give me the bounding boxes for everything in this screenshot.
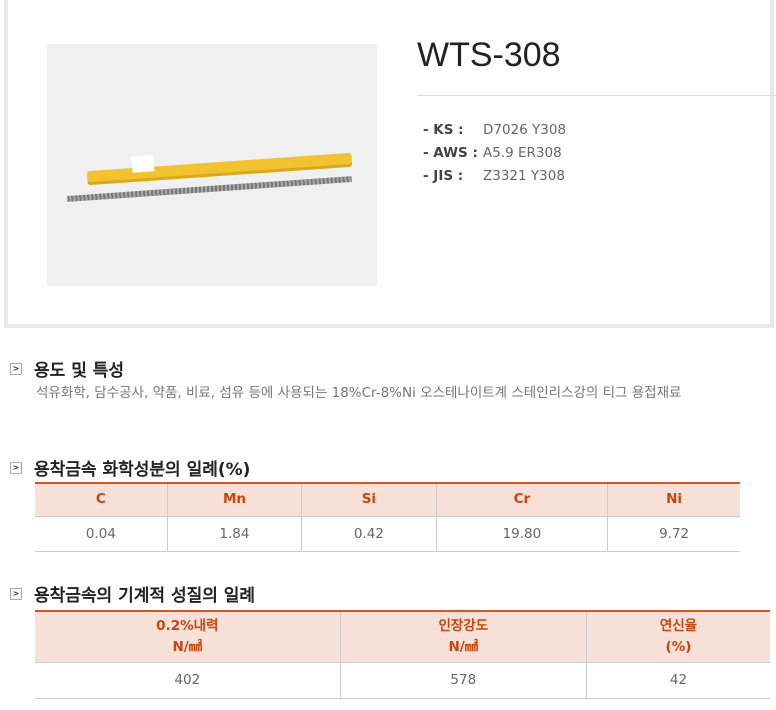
header-c: C (35, 482, 168, 516)
table-row: 402 578 42 (35, 661, 770, 699)
usage-section-heading: > 용도 및 특성 (10, 356, 124, 381)
chevron-right-icon: > (10, 587, 22, 600)
chevron-right-icon: > (10, 362, 22, 375)
header-label: 연신율 (659, 617, 698, 634)
header-label: 0.2%내력 (156, 617, 219, 634)
cell-yield: 402 (35, 661, 341, 699)
table-header-row: C Mn Si Cr Ni (35, 482, 740, 516)
header-cr: Cr (436, 482, 609, 516)
tube-label (131, 155, 155, 173)
header-unit: (%) (665, 638, 692, 655)
table-header-row: 0.2%내력 N/㎟ 인장강도 N/㎟ 연신율 (%) (35, 610, 770, 662)
product-image (47, 44, 377, 286)
spec-key: - AWS : (423, 145, 478, 161)
chevron-right-icon: > (10, 461, 22, 474)
divider (417, 95, 776, 96)
spec-key: - KS : (423, 122, 464, 138)
product-title: WTS-308 (417, 36, 561, 74)
header-ni: Ni (607, 482, 740, 516)
spec-key: - JIS : (423, 168, 464, 184)
cell-c: 0.04 (35, 515, 168, 552)
spec-ks: - KS : D7026 Y308 (423, 119, 566, 142)
mechanical-section-heading: > 용착금속의 기계적 성질의 일례 (10, 581, 255, 606)
product-panel: WTS-308 - KS : D7026 Y308 - AWS : A5.9 ER3… (4, 0, 776, 328)
spec-aws: - AWS : A5.9 ER308 (423, 142, 566, 165)
header-tensile: 인장강도 N/㎟ (340, 610, 587, 662)
cell-cr: 19.80 (436, 515, 609, 552)
header-label: 인장강도 (438, 617, 489, 634)
section-title: 용착금속의 기계적 성질의 일례 (34, 586, 256, 606)
header-elongation: 연신율 (%) (586, 610, 770, 662)
spec-value: D7026 Y308 (483, 122, 567, 138)
header-unit: N/㎟ (448, 638, 479, 655)
cell-ni: 9.72 (607, 515, 740, 552)
usage-description: 석유화학, 담수공사, 약품, 비료, 섬유 등에 사용되는 18%Cr-8%N… (36, 385, 682, 401)
header-mn: Mn (167, 482, 303, 516)
spec-list: - KS : D7026 Y308 - AWS : A5.9 ER308 - JIS… (423, 119, 566, 188)
header-si: Si (301, 482, 437, 516)
header-yield: 0.2%내력 N/㎟ (35, 610, 341, 662)
cell-mn: 1.84 (167, 515, 303, 552)
section-title: 용착금속 화학성분의 일례(%) (34, 460, 251, 480)
spec-value: Z3321 Y308 (483, 168, 565, 184)
cell-si: 0.42 (301, 515, 437, 552)
chemical-section-heading: > 용착금속 화학성분의 일례(%) (10, 455, 250, 480)
spec-value: A5.9 ER308 (483, 145, 562, 161)
header-unit: N/㎟ (172, 638, 203, 655)
section-title: 용도 및 특성 (34, 361, 125, 381)
mechanical-table: 0.2%내력 N/㎟ 인장강도 N/㎟ 연신율 (%) 402 578 42 (35, 610, 770, 699)
spec-jis: - JIS : Z3321 Y308 (423, 165, 566, 188)
cell-elongation: 42 (586, 661, 770, 699)
table-row: 0.04 1.84 0.42 19.80 9.72 (35, 515, 740, 552)
cell-tensile: 578 (340, 661, 587, 699)
chemical-table: C Mn Si Cr Ni 0.04 1.84 0.42 19.80 9.72 (35, 482, 740, 552)
